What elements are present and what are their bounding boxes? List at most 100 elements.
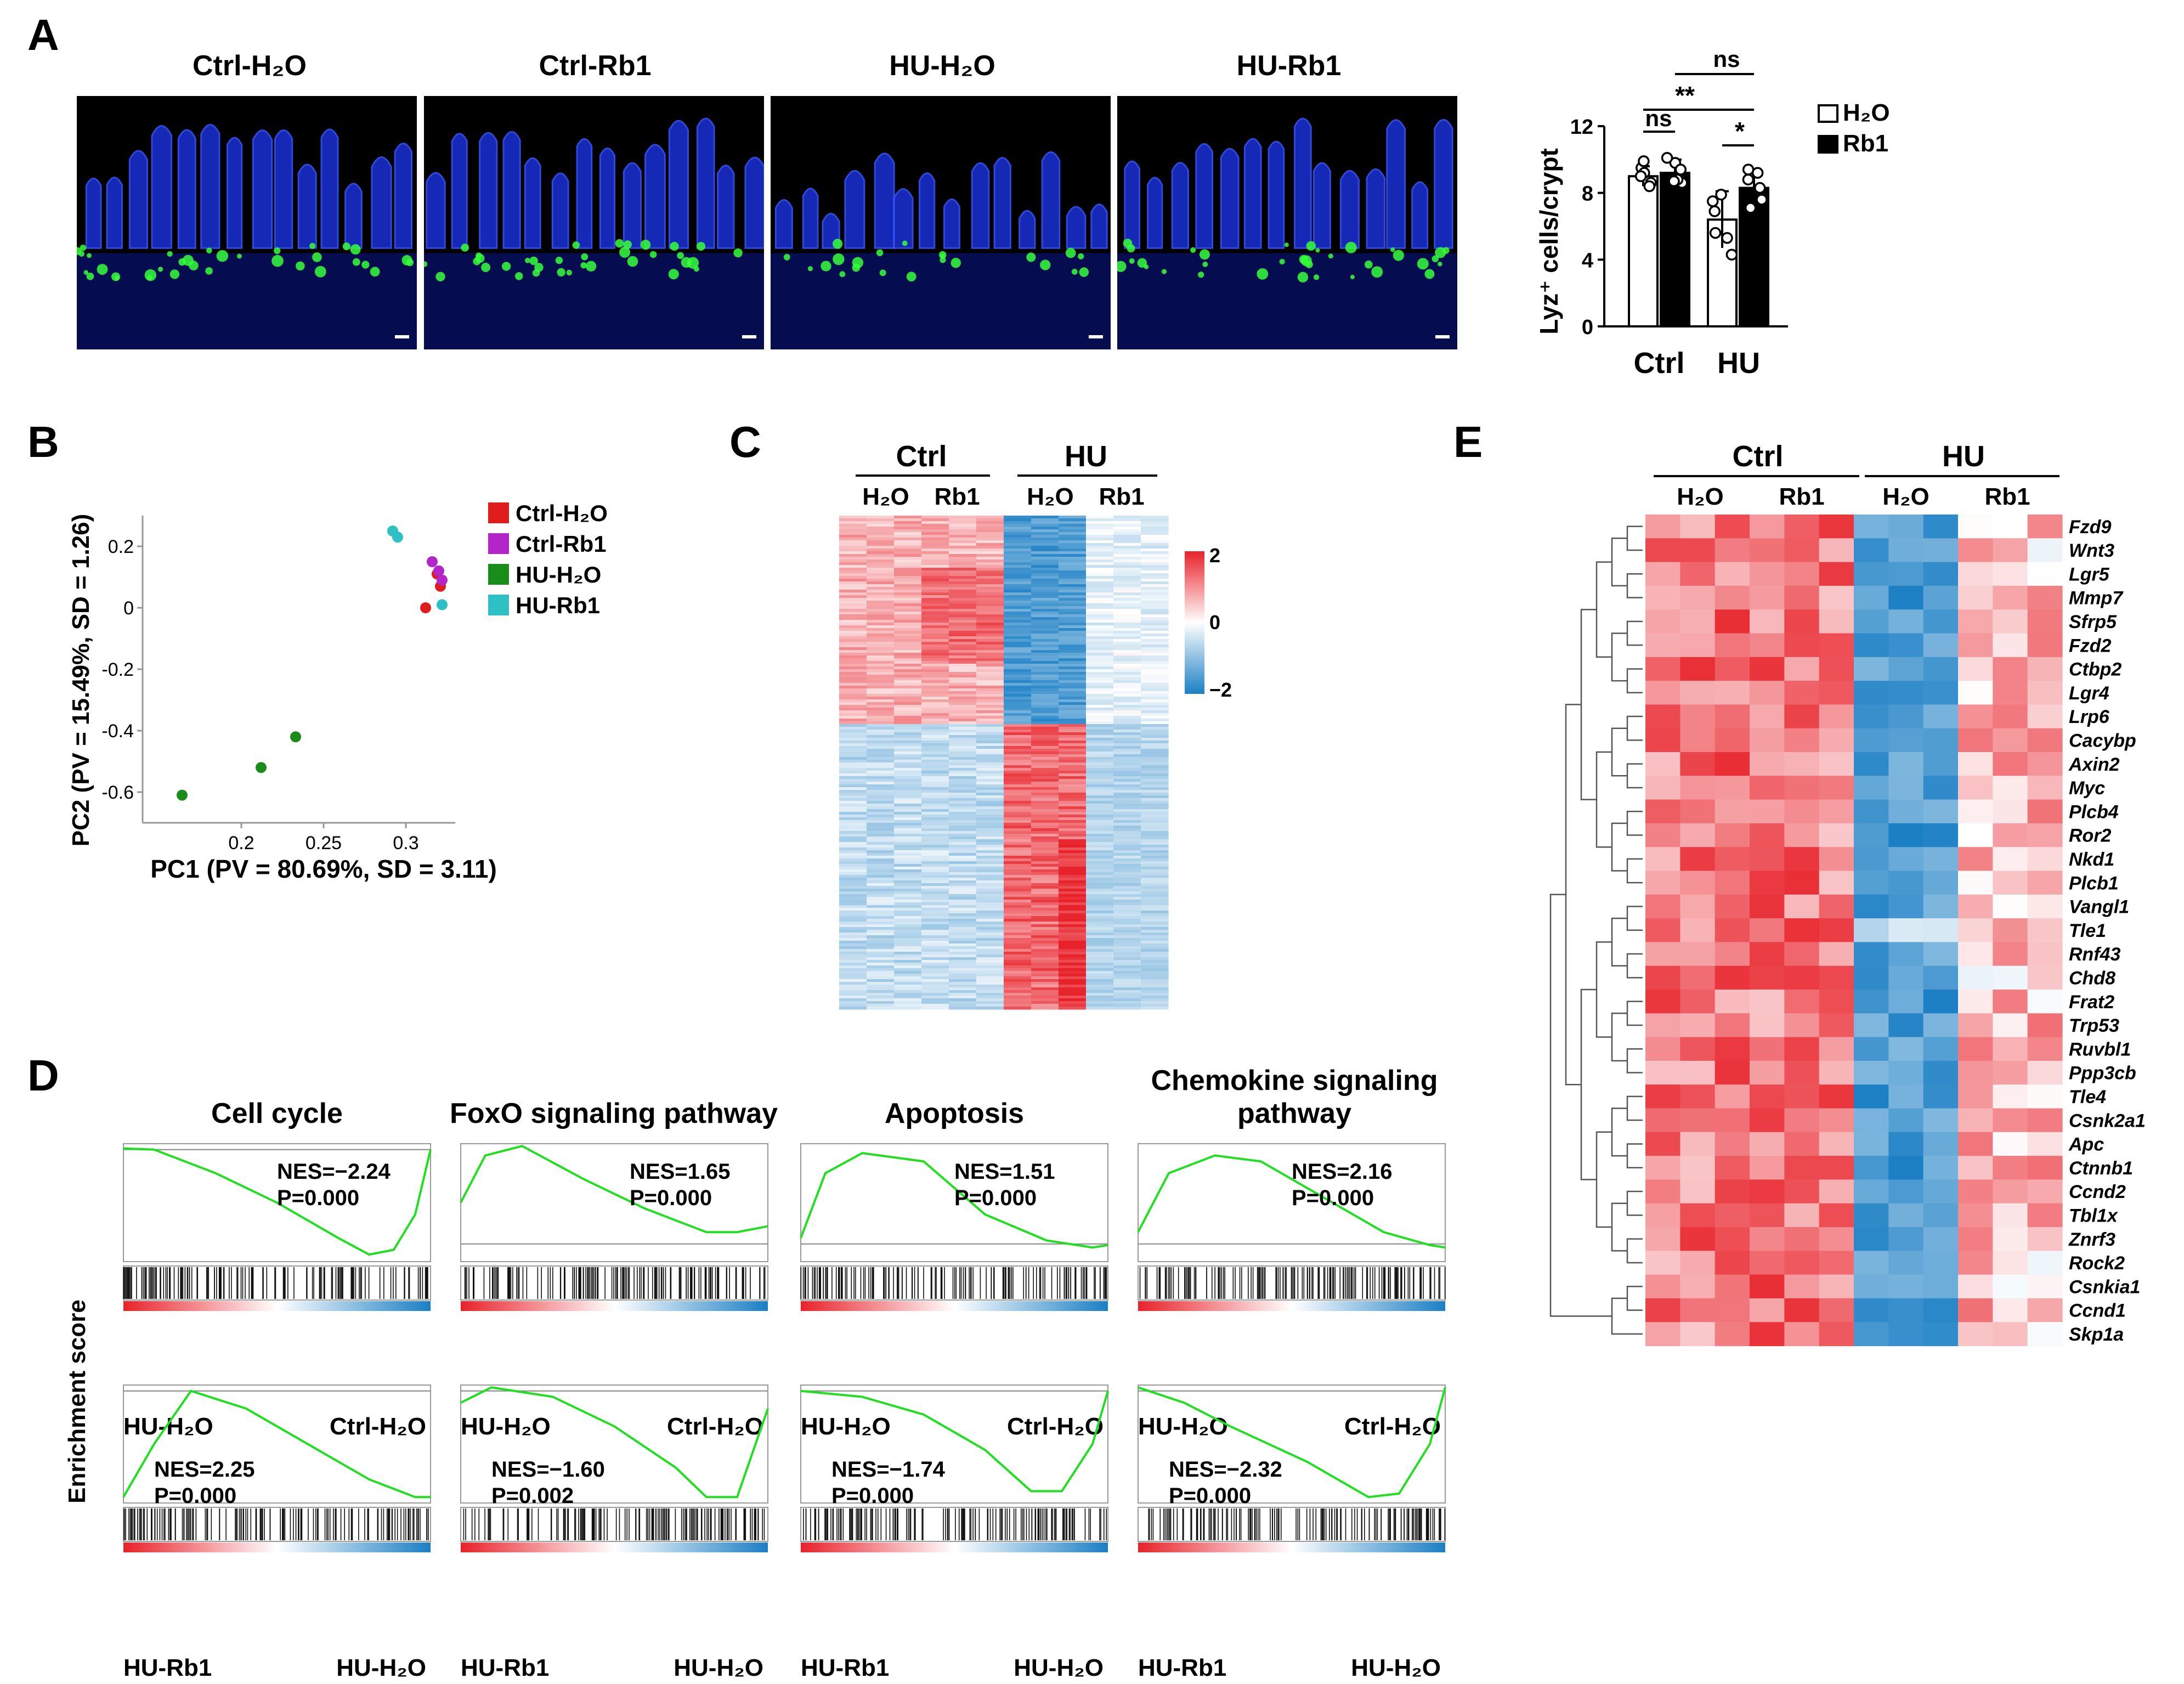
gene-label: Chd8 bbox=[2069, 968, 2115, 988]
gsea-nes: NES=2.25 bbox=[154, 1457, 254, 1482]
data-point bbox=[1706, 195, 1719, 207]
gene-label: Mmp7 bbox=[2069, 588, 2124, 609]
legend-label-h2o: H₂O bbox=[1843, 99, 1890, 126]
gsea-right-label: HU-H₂O bbox=[1014, 1654, 1104, 1681]
lyz-y-axis-label: Lyz⁺ cells/crypt bbox=[1535, 148, 1563, 335]
gsea-title-chemokine: Chemokine signaling pathway bbox=[1151, 1065, 1438, 1129]
gsea-pvalue: P=0.000 bbox=[1292, 1186, 1374, 1210]
pc2-axis-label: PC2 (PV = 15.49%, SD = 1.26) bbox=[71, 514, 94, 847]
pca-point bbox=[177, 789, 188, 801]
gene-label: Znrf3 bbox=[2068, 1229, 2115, 1250]
heatmap-e-group-ctrl: Ctrl bbox=[1733, 440, 1784, 473]
gene-label: Apc bbox=[2068, 1134, 2104, 1155]
data-point bbox=[1751, 167, 1764, 179]
category-label-ctrl: Ctrl bbox=[1634, 347, 1685, 380]
pca-legend-label: Ctrl-H₂O bbox=[516, 500, 608, 526]
gsea-left-label: HU-Rb1 bbox=[1138, 1654, 1226, 1681]
gene-label: Frat2 bbox=[2069, 992, 2114, 1013]
gsea-right-label: HU-H₂O bbox=[336, 1654, 426, 1681]
gsea-nes: NES=−1.74 bbox=[831, 1457, 946, 1482]
image-title-ctrl-h2o: Ctrl-H₂O bbox=[193, 50, 307, 82]
heatmap-c-group-hu: HU bbox=[1065, 440, 1107, 473]
gsea-nes: NES=1.51 bbox=[954, 1160, 1055, 1184]
legend-swatch-rb1 bbox=[1818, 135, 1838, 154]
gsea-nes: NES=−2.32 bbox=[1169, 1457, 1282, 1482]
gsea-nes: NES=1.65 bbox=[630, 1160, 730, 1184]
gsea-title-foxo: FoxO signaling pathway bbox=[450, 1098, 778, 1129]
gsea-pvalue: P=0.000 bbox=[277, 1186, 359, 1210]
gsea-plot-0-1: NES=1.65P=0.000 HU-H₂O Ctrl-H₂O bbox=[460, 1143, 768, 1440]
heatmap-e-dendrogram bbox=[1549, 525, 1643, 1335]
data-point bbox=[1668, 175, 1680, 188]
data-point bbox=[1756, 194, 1768, 206]
data-point bbox=[1725, 248, 1738, 261]
data-point bbox=[1744, 202, 1757, 214]
pc1-tick-label: 0.2 bbox=[228, 833, 254, 854]
gene-label: Lrp6 bbox=[2069, 707, 2110, 727]
gsea-right-label: HU-H₂O bbox=[674, 1654, 763, 1681]
gsea-left-label: HU-Rb1 bbox=[801, 1654, 889, 1681]
pca-legend-swatch bbox=[488, 533, 509, 554]
heatmap-c-sub-hu-h2o: H₂O bbox=[1027, 483, 1074, 510]
data-point bbox=[1643, 180, 1656, 193]
colorbar-max: 2 bbox=[1209, 544, 1220, 567]
gsea-pvalue: P=0.000 bbox=[630, 1186, 712, 1210]
pca-legend-swatch bbox=[488, 595, 509, 615]
gene-label: Ctnnb1 bbox=[2069, 1158, 2133, 1179]
pca-point bbox=[256, 762, 267, 773]
data-point bbox=[1715, 188, 1727, 201]
heatmap-c: Ctrl HU H₂O Rb1 H₂O Rb1 2 0 −2 bbox=[839, 440, 1232, 1010]
gene-label: Lgr4 bbox=[2069, 683, 2109, 704]
gene-label: Rnf43 bbox=[2069, 944, 2121, 965]
gsea-plot-1-0: NES=2.25P=0.000 HU-Rb1 HU-H₂O bbox=[122, 1385, 431, 1681]
colorbar-min: −2 bbox=[1209, 679, 1232, 701]
gsea-plot-1-2: NES=−1.74P=0.000 HU-Rb1 HU-H₂O bbox=[800, 1385, 1109, 1681]
gene-label: Ctbp2 bbox=[2069, 659, 2121, 680]
pc2-tick-label: 0.2 bbox=[108, 536, 134, 557]
sig-label-ctrl-rb1-vs-hu-rb1: ns bbox=[1713, 46, 1740, 72]
pc2-tick-label: -0.6 bbox=[101, 782, 134, 803]
gsea-pvalue: P=0.002 bbox=[491, 1484, 574, 1508]
gene-label: Vangl1 bbox=[2069, 897, 2129, 918]
data-point bbox=[1709, 227, 1722, 239]
y-tick-label: 4 bbox=[1582, 249, 1593, 272]
pca-point bbox=[427, 556, 438, 567]
data-point bbox=[1742, 173, 1755, 186]
pc2-tick-label: 0 bbox=[123, 598, 134, 619]
gsea-right-label: Ctrl-H₂O bbox=[1344, 1413, 1441, 1440]
gsea-left-label: HU-H₂O bbox=[123, 1413, 213, 1440]
y-tick-label: 0 bbox=[1582, 316, 1593, 339]
heatmap-c-group-ctrl: Ctrl bbox=[896, 440, 947, 473]
gsea-right-label: HU-H₂O bbox=[1351, 1654, 1441, 1681]
bar-ctrl-rb1 bbox=[1660, 172, 1690, 328]
panel-b-label: B bbox=[27, 417, 59, 466]
heatmap-c-sub-ctrl-rb1: Rb1 bbox=[934, 483, 980, 510]
pca-legend-swatch bbox=[488, 502, 509, 523]
pca-point bbox=[437, 574, 448, 586]
gene-label: Skp1a bbox=[2069, 1324, 2124, 1345]
gene-label: Tbl1x bbox=[2069, 1205, 2119, 1226]
gene-label: Axin2 bbox=[2068, 754, 2120, 775]
gene-label: Ccnd1 bbox=[2069, 1301, 2126, 1321]
gene-label: Csnkia1 bbox=[2069, 1276, 2140, 1297]
data-point bbox=[1674, 163, 1687, 176]
gene-label: Fzd2 bbox=[2069, 635, 2112, 656]
gene-label: Csnk2a1 bbox=[2069, 1110, 2146, 1131]
gsea-plot-1-3: NES=−2.32P=0.000 HU-Rb1 HU-H₂O bbox=[1138, 1385, 1446, 1681]
image-title-ctrl-rb1: Ctrl-Rb1 bbox=[539, 50, 652, 82]
heatmap-c-sub-ctrl-h2o: H₂O bbox=[862, 483, 909, 510]
gsea-right-label: Ctrl-H₂O bbox=[667, 1413, 763, 1440]
pca-point bbox=[433, 565, 444, 577]
sig-label-ctrl-h2o-vs-rb1: ns bbox=[1645, 105, 1672, 131]
pc1-tick-label: 0.3 bbox=[393, 833, 418, 854]
heatmap-e-sub-hu-h2o: H₂O bbox=[1882, 483, 1930, 510]
bar-ctrl-ho bbox=[1628, 175, 1659, 327]
heatmap-e-sub-ctrl-rb1: Rb1 bbox=[1779, 483, 1824, 510]
panel-a-label: A bbox=[27, 10, 59, 59]
legend-swatch-h2o bbox=[1818, 104, 1838, 123]
gsea-nes: NES=2.16 bbox=[1292, 1160, 1392, 1184]
y-tick-label: 12 bbox=[1570, 116, 1593, 139]
data-point bbox=[1708, 205, 1721, 217]
